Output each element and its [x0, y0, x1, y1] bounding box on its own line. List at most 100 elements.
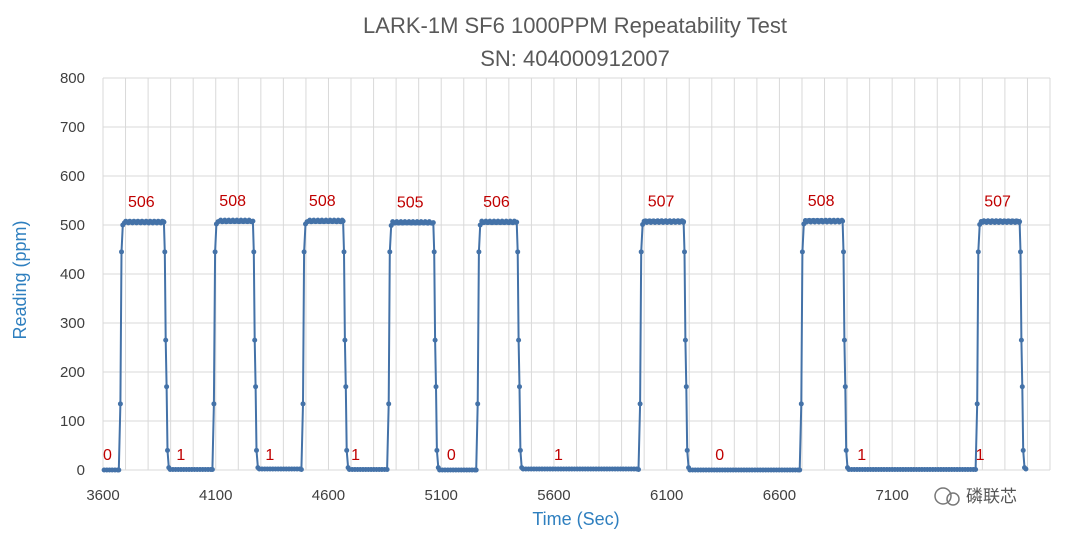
- plateau-value-label: 507: [648, 194, 675, 211]
- data-point: [434, 447, 440, 453]
- data-point: [431, 249, 437, 255]
- data-point: [341, 249, 347, 255]
- wechat-icon-bubble: [946, 492, 960, 506]
- baseline-value-label: 1: [265, 447, 274, 464]
- data-point: [163, 337, 169, 343]
- baseline-value-label: 1: [176, 447, 185, 464]
- watermark-text: 磷联芯: [966, 487, 1017, 506]
- plateau-value-label: 508: [808, 193, 835, 210]
- data-point: [340, 218, 346, 224]
- data-point: [342, 337, 348, 343]
- data-point: [841, 337, 847, 343]
- data-point: [1018, 337, 1024, 343]
- data-point: [1017, 219, 1023, 225]
- x-tick-label: 3600: [86, 487, 119, 504]
- data-point: [119, 249, 124, 255]
- wechat-icon: [934, 487, 952, 505]
- y-tick-label: 600: [60, 168, 85, 185]
- plateau-value-label: 507: [984, 194, 1011, 211]
- data-point: [250, 218, 256, 224]
- data-point: [1020, 447, 1026, 453]
- data-labels: 506 508 508 505 506 507 508 507 0 1 1 1 0 1 0 1 1: [103, 193, 1011, 464]
- data-point: [1019, 384, 1025, 390]
- baseline-value-label: 1: [857, 447, 866, 464]
- data-point: [515, 249, 521, 255]
- chart-subtitle: SN: 404000912007: [480, 46, 670, 71]
- data-point: [841, 249, 846, 255]
- data-point: [1018, 249, 1023, 255]
- baseline-value-label: 0: [715, 447, 724, 464]
- plateau-value-label: 506: [128, 194, 155, 211]
- data-point: [384, 467, 390, 472]
- data-point: [843, 447, 849, 453]
- data-point: [251, 249, 257, 255]
- baseline-value-label: 1: [976, 447, 985, 464]
- data-point: [840, 218, 846, 224]
- data-point: [799, 249, 805, 255]
- data-point: [683, 384, 689, 390]
- data-point: [797, 467, 803, 473]
- x-tick-label: 6600: [763, 487, 796, 504]
- data-point: [254, 447, 259, 453]
- data-point: [975, 249, 981, 255]
- data-point: [164, 384, 170, 390]
- data-point: [252, 337, 258, 343]
- y-tick-label: 100: [60, 413, 85, 430]
- data-point: [638, 249, 644, 255]
- baseline-value-label: 1: [554, 447, 563, 464]
- watermark-logo: 磷联芯: [934, 487, 1017, 506]
- baseline-value-label: 1: [351, 447, 360, 464]
- gridlines: [102, 77, 1051, 471]
- series-line: [104, 217, 1027, 471]
- data-point: [301, 249, 307, 255]
- data-point: [682, 337, 688, 343]
- data-point: [298, 467, 304, 472]
- data-point: [165, 447, 170, 453]
- y-tick-label: 200: [60, 364, 85, 381]
- x-axis-title: Time (Sec): [532, 509, 619, 529]
- data-point: [161, 219, 167, 225]
- data-point: [116, 467, 122, 473]
- data-point: [432, 337, 438, 343]
- data-point: [974, 401, 980, 407]
- data-point: [209, 467, 215, 472]
- reading-series: [101, 217, 1029, 473]
- data-point: [387, 249, 393, 255]
- y-axis-title: Reading (ppm): [10, 220, 30, 339]
- plateau-value-label: 505: [397, 195, 424, 212]
- x-tick-label: 4100: [199, 487, 232, 504]
- baseline-value-label: 0: [103, 447, 112, 464]
- x-tick-label: 7100: [875, 487, 908, 504]
- data-point: [681, 219, 687, 225]
- data-point: [433, 384, 439, 390]
- data-point: [636, 467, 641, 472]
- y-tick-label: 500: [60, 217, 85, 234]
- data-point: [682, 249, 687, 255]
- y-tick-label: 400: [60, 266, 85, 283]
- data-point: [117, 401, 123, 407]
- data-point: [430, 220, 436, 226]
- data-point: [517, 447, 523, 453]
- x-axis-ticks: 3600 4100 4600 5100 5600 6100 6600 7100: [86, 487, 909, 504]
- x-tick-label: 5100: [425, 487, 458, 504]
- data-point: [212, 249, 218, 255]
- data-point: [343, 384, 349, 390]
- data-point: [475, 401, 481, 407]
- data-point: [473, 467, 479, 473]
- plateau-value-label: 506: [483, 194, 510, 211]
- data-point: [684, 447, 690, 453]
- data-point: [300, 401, 306, 407]
- y-tick-label: 0: [77, 462, 85, 479]
- y-tick-label: 800: [60, 70, 85, 87]
- data-point: [516, 337, 522, 343]
- data-point: [386, 401, 392, 407]
- data-point: [517, 384, 522, 390]
- data-point: [1023, 466, 1029, 472]
- x-tick-label: 4600: [312, 487, 345, 504]
- data-point: [162, 249, 168, 255]
- data-point: [253, 384, 259, 390]
- data-point: [514, 219, 520, 225]
- baseline-value-label: 0: [447, 447, 456, 464]
- y-axis-ticks: 0 100 200 300 400 500 600 700 800: [60, 70, 85, 479]
